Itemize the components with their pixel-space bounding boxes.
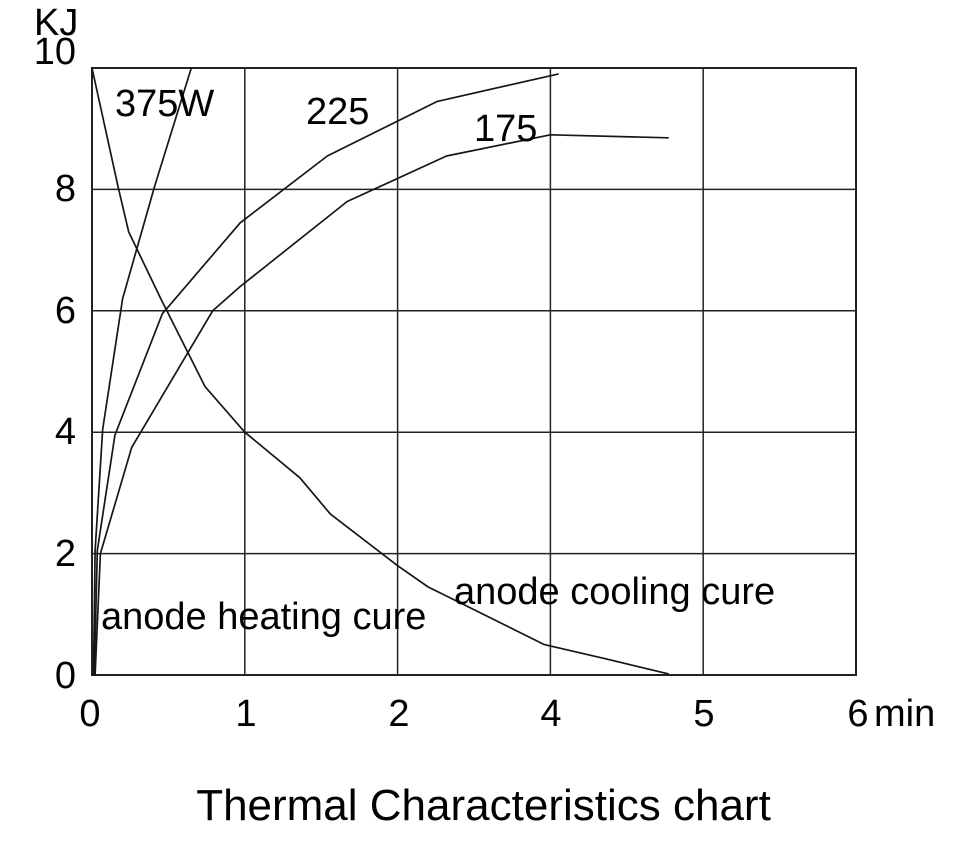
curve-175: [94, 133, 669, 676]
curve-anode-cooling: [91, 67, 669, 675]
y-tick-2: 2: [54, 533, 76, 575]
x-tick-2: 2: [388, 693, 410, 735]
y-tick-4: 4: [54, 411, 76, 453]
y-tick-10: 10: [33, 31, 76, 73]
y-tick-6: 6: [54, 290, 76, 332]
x-tick-4: 4: [540, 693, 562, 735]
x-axis-unit: min: [874, 693, 936, 735]
curve-225: [93, 73, 559, 676]
x-tick-1: 1: [235, 693, 257, 735]
y-tick-0: 0: [54, 655, 76, 697]
curves: [91, 67, 669, 676]
curve-375w: [92, 67, 193, 676]
curve-label-225: 225: [306, 91, 370, 133]
annotation-anode-heating-curve: anode heating cure: [101, 596, 427, 638]
plot-border: [91, 67, 857, 676]
y-tick-8: 8: [54, 168, 76, 210]
curve-label-175: 175: [474, 108, 538, 150]
y-axis-title: KJ: [34, 2, 79, 44]
x-tick-0: 0: [79, 693, 101, 735]
x-tick-5: 5: [693, 693, 715, 735]
gridlines: [91, 67, 857, 676]
chart-title: Thermal Characteristics chart: [196, 781, 771, 830]
x-tick-6: 6: [847, 693, 869, 735]
curve-label-375w: 375W: [115, 83, 215, 125]
annotation-anode-cooling-curve: anode cooling cure: [454, 571, 776, 613]
